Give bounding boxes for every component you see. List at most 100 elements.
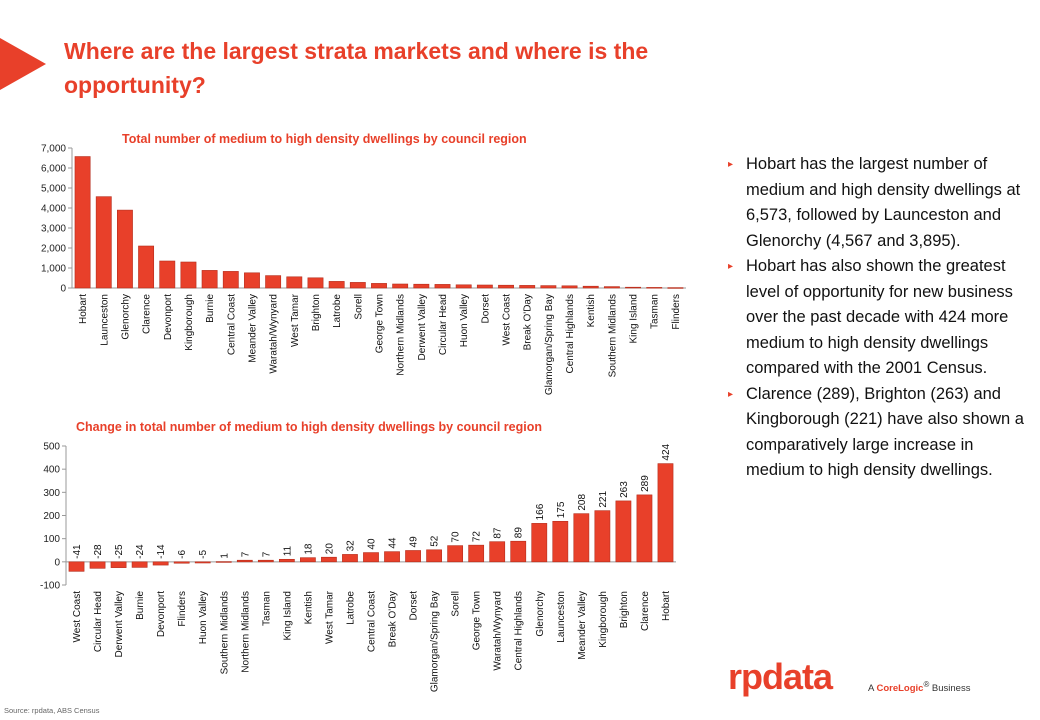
x-tick-label: Tasman bbox=[650, 294, 661, 329]
data-label: 208 bbox=[577, 494, 588, 511]
x-tick-label: Break O'Day bbox=[388, 591, 399, 647]
bar bbox=[131, 561, 148, 568]
bar bbox=[657, 463, 674, 563]
x-tick-label: Hobart bbox=[78, 294, 89, 324]
bar bbox=[321, 556, 337, 563]
data-label: 424 bbox=[661, 443, 672, 460]
bar bbox=[510, 540, 527, 563]
data-label: 44 bbox=[388, 537, 399, 549]
x-tick-label: King Island bbox=[629, 294, 640, 343]
bar bbox=[138, 245, 155, 289]
bar bbox=[68, 561, 85, 572]
x-tick-label: Circular Head bbox=[438, 294, 449, 355]
x-tick-label: Sorell bbox=[353, 294, 364, 320]
bullet-item: ▸ Hobart has also shown the greatest leve… bbox=[728, 254, 1028, 382]
x-tick-label: Flinders bbox=[177, 591, 188, 627]
x-tick-label: Burnie bbox=[135, 591, 146, 620]
data-label: 49 bbox=[409, 536, 420, 548]
x-tick-label: Central Highlands bbox=[514, 591, 525, 671]
bar bbox=[413, 283, 430, 289]
bar bbox=[244, 272, 260, 289]
registered-mark: ® bbox=[923, 680, 930, 689]
data-label: 175 bbox=[556, 501, 567, 518]
bar bbox=[152, 561, 169, 566]
x-tick-label: Northern Midlands bbox=[396, 294, 407, 376]
corelogic-brand: CoreLogic bbox=[876, 683, 924, 695]
data-label: -25 bbox=[114, 544, 125, 559]
x-tick-label: George Town bbox=[472, 591, 483, 650]
x-tick-label: Clarence bbox=[640, 591, 651, 631]
x-tick-label: George Town bbox=[375, 294, 386, 353]
bar bbox=[646, 287, 663, 289]
x-tick-label: Central Coast bbox=[226, 294, 237, 355]
bar bbox=[552, 520, 569, 563]
x-tick-label: Derwent Valley bbox=[417, 294, 428, 361]
bullet-item: ▸ Hobart has the largest number of medium… bbox=[728, 152, 1028, 254]
x-tick-label: Hobart bbox=[661, 591, 672, 621]
chart1-title: Total number of medium to high density d… bbox=[122, 132, 527, 146]
bar bbox=[278, 558, 295, 563]
bullet-text: Clarence (289), Brighton (263) and Kingb… bbox=[746, 384, 1024, 480]
tagline-prefix: A bbox=[868, 683, 874, 695]
data-label: 18 bbox=[303, 543, 314, 555]
x-tick-label: Derwent Valley bbox=[114, 591, 125, 658]
bar bbox=[265, 275, 282, 289]
x-tick-label: West Tamar bbox=[324, 590, 335, 644]
data-label: 72 bbox=[472, 531, 483, 543]
y-tick-label: 100 bbox=[43, 534, 60, 545]
bar bbox=[667, 287, 684, 289]
bar bbox=[489, 541, 506, 563]
data-label: 7 bbox=[240, 551, 251, 557]
bullet-arrow-icon: ▸ bbox=[728, 159, 734, 170]
x-tick-label: Huon Valley bbox=[459, 294, 470, 347]
bar bbox=[561, 285, 578, 289]
x-tick-label: Devonport bbox=[156, 591, 167, 637]
data-label: 289 bbox=[640, 475, 651, 492]
bar bbox=[257, 559, 274, 563]
data-label: -6 bbox=[177, 550, 188, 559]
bar bbox=[384, 551, 400, 563]
x-tick-label: Dorset bbox=[409, 591, 420, 621]
bar bbox=[342, 554, 358, 563]
x-tick-label: Kingborough bbox=[598, 591, 609, 648]
x-tick-label: Latrobe bbox=[345, 591, 356, 625]
bar bbox=[519, 285, 536, 289]
y-tick-label: 3,000 bbox=[41, 224, 66, 235]
tagline-suffix: Business bbox=[931, 683, 971, 695]
y-tick-label: 500 bbox=[43, 442, 60, 453]
x-tick-label: Kentish bbox=[303, 591, 314, 624]
y-tick-label: 7,000 bbox=[41, 144, 66, 155]
bar bbox=[540, 285, 557, 289]
bullet-text: Hobart has the largest number of medium … bbox=[746, 155, 1021, 250]
x-tick-label: Launceston bbox=[556, 591, 567, 643]
bar bbox=[573, 513, 590, 563]
x-tick-label: Sorell bbox=[451, 591, 462, 617]
x-tick-label: Flinders bbox=[671, 294, 682, 330]
y-tick-label: 2,000 bbox=[41, 244, 66, 255]
x-tick-label: Central Coast bbox=[367, 591, 378, 652]
data-label: 70 bbox=[451, 531, 462, 543]
x-tick-label: West Tamar bbox=[290, 293, 301, 347]
bar bbox=[582, 285, 599, 289]
x-tick-label: Southern Midlands bbox=[219, 591, 230, 674]
x-tick-label: Tasman bbox=[261, 591, 272, 626]
y-tick-label: 200 bbox=[43, 511, 60, 522]
chart-total-dwellings: 7,000 6,000 5,000 4,000 3,000 2,000 1,000 0 Hoba… bbox=[41, 144, 686, 395]
bar bbox=[110, 561, 127, 568]
bar bbox=[405, 550, 421, 563]
bullet-item: ▸ Clarence (289), Brighton (263) and King… bbox=[728, 382, 1028, 484]
bar bbox=[307, 277, 324, 289]
bar bbox=[468, 544, 485, 563]
bar bbox=[498, 284, 514, 289]
y-tick-label: 6,000 bbox=[41, 164, 66, 175]
bar bbox=[531, 523, 548, 563]
bar bbox=[328, 281, 345, 289]
x-tick-label: Devonport bbox=[163, 294, 174, 340]
key-findings-list: ▸ Hobart has the largest number of medium… bbox=[728, 152, 1028, 484]
y-tick-label: 1,000 bbox=[41, 264, 66, 275]
bar bbox=[236, 559, 253, 563]
y-tick-label: 5,000 bbox=[41, 184, 66, 195]
x-tick-label: Launceston bbox=[99, 294, 110, 346]
rpdata-logo: rpdata bbox=[728, 656, 833, 697]
bar bbox=[89, 561, 106, 569]
